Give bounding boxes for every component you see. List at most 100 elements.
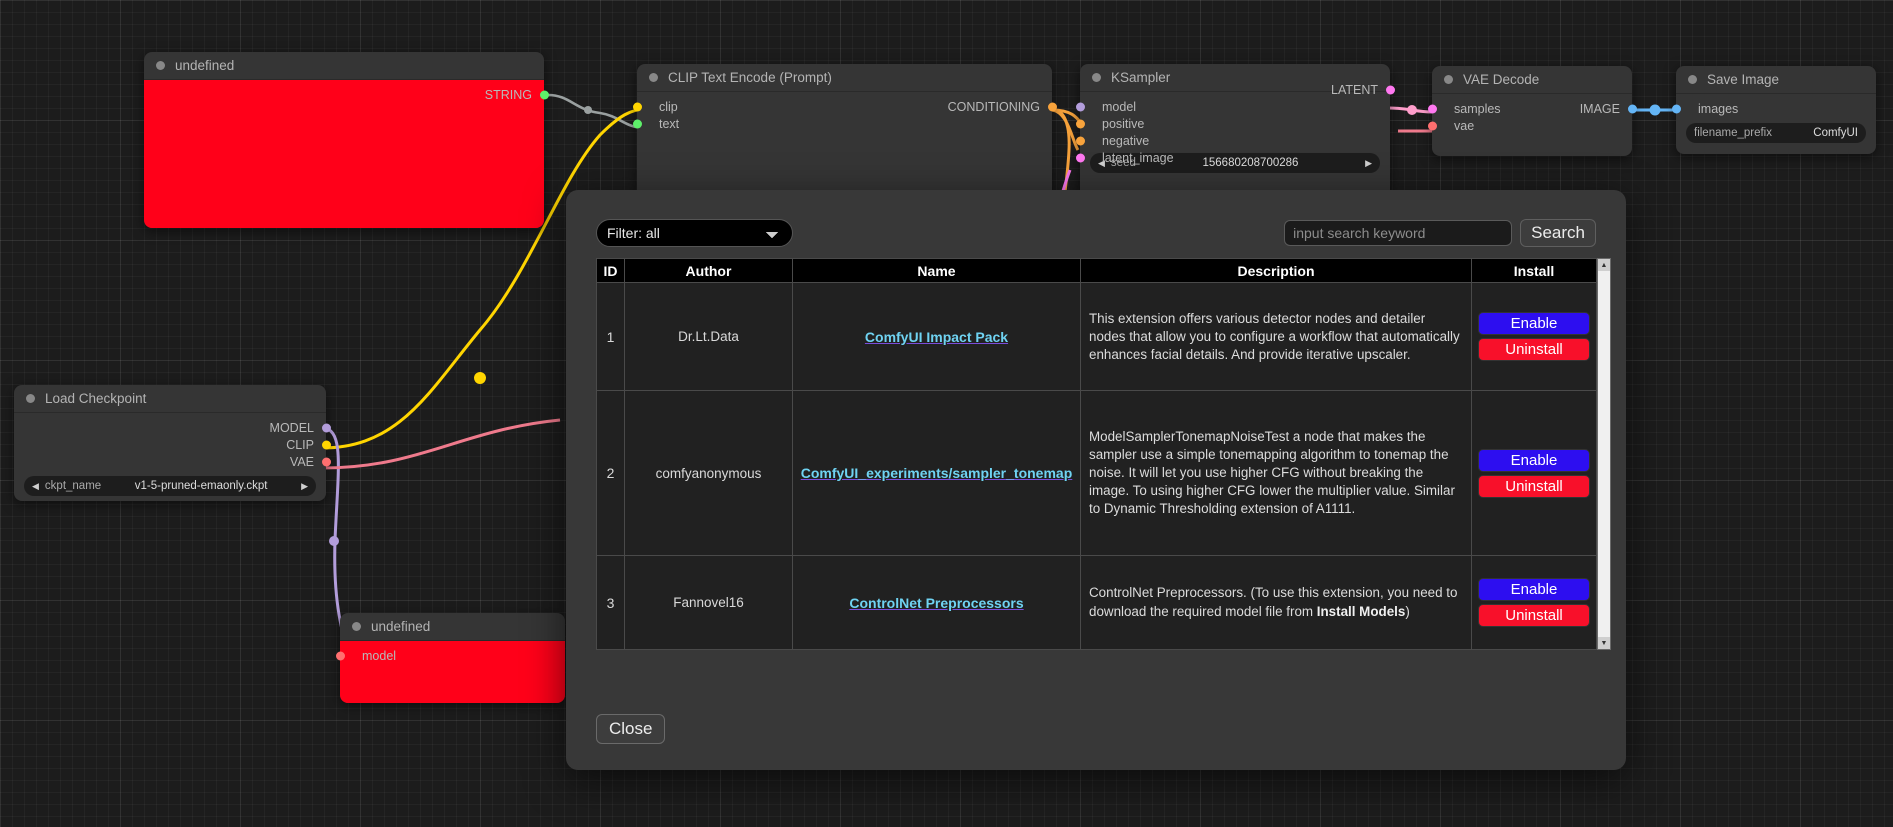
cell-author: Dr.Lt.Data (624, 281, 793, 392)
ckpt-prev-icon[interactable]: ◀ (32, 480, 39, 491)
input-port-text-icon[interactable] (632, 119, 642, 128)
ckpt-next-icon[interactable]: ▶ (301, 480, 308, 491)
node-title-bar[interactable]: undefined (144, 52, 544, 80)
node-output-row-latent[interactable]: LATENT (1080, 81, 1395, 98)
node-title-bar[interactable]: undefined (340, 613, 565, 641)
node-load-checkpoint[interactable]: Load Checkpoint MODEL CLIP VAE ◀ ckpt_na (14, 385, 331, 501)
node-collapse-icon[interactable] (1688, 75, 1697, 84)
input-label-vae: vae (1454, 118, 1475, 133)
widget-seed[interactable]: ◀ seed 156680208700286 ▶ (1090, 153, 1380, 173)
cell-description: ModelSamplerTonemapNoiseTest a node that… (1080, 390, 1472, 557)
node-output-row-vae[interactable]: VAE (14, 453, 331, 470)
widget-ckpt-name[interactable]: ◀ ckpt_name v1-5-pruned-emaonly.ckpt ▶ (24, 476, 316, 496)
node-input-row-positive[interactable]: positive (1075, 115, 1390, 132)
node-title-bar[interactable]: KSampler (1080, 64, 1390, 92)
extension-link[interactable]: ComfyUI Impact Pack (864, 328, 1009, 345)
scroll-down-icon[interactable]: ▼ (1598, 637, 1610, 649)
filter-select[interactable]: Filter: allFilter: installedFilter: not-… (596, 219, 793, 247)
node-output-row[interactable]: STRING (144, 86, 549, 103)
column-header-author: Author (624, 258, 793, 283)
output-port-clip-icon[interactable] (321, 440, 331, 449)
table-row: 3 Fannovel16 ControlNet Preprocessors Co… (596, 555, 1597, 650)
dialog-toolbar: Filter: allFilter: installedFilter: not-… (596, 216, 1596, 250)
input-port-model-icon[interactable] (1075, 102, 1085, 111)
node-output-row-clip[interactable]: CLIP (14, 436, 331, 453)
description-post: ) (1405, 603, 1410, 619)
enable-button[interactable]: Enable (1478, 578, 1590, 602)
node-undefined-model[interactable]: undefined model (335, 613, 565, 703)
output-port-model-icon[interactable] (321, 423, 331, 432)
input-port-latent-image-icon[interactable] (1075, 153, 1085, 162)
uninstall-button[interactable]: Uninstall (1478, 474, 1590, 498)
input-port-samples-icon[interactable] (1427, 104, 1437, 113)
input-port-images-icon[interactable] (1671, 104, 1681, 113)
node-collapse-icon[interactable] (156, 61, 165, 70)
node-title-text: VAE Decode (1463, 72, 1540, 87)
close-button[interactable]: Close (596, 714, 666, 744)
node-output-row-image[interactable]: IMAGE (1432, 100, 1637, 117)
enable-button[interactable]: Enable (1478, 448, 1590, 472)
search-input[interactable] (1284, 220, 1513, 246)
node-body: model positive negative latent_image LAT… (1075, 83, 1395, 222)
node-input-row-negative[interactable]: negative (1075, 132, 1390, 149)
node-collapse-icon[interactable] (352, 622, 361, 631)
node-input-row-model[interactable]: model (335, 647, 565, 664)
output-port-latent-icon[interactable] (1385, 85, 1395, 94)
node-title-text: CLIP Text Encode (Prompt) (668, 70, 832, 85)
node-title-text: Load Checkpoint (45, 391, 147, 406)
node-collapse-icon[interactable] (1444, 75, 1453, 84)
output-port-conditioning-icon[interactable] (1047, 102, 1057, 111)
input-port-model-icon[interactable] (335, 651, 345, 660)
description-pre: ControlNet Preprocessors. (To use this e… (1089, 585, 1458, 619)
node-undefined-string[interactable]: undefined STRING (144, 52, 549, 228)
widget-filename-prefix-label: filename_prefix (1694, 127, 1772, 139)
node-input-row-text[interactable]: text (632, 115, 1052, 132)
uninstall-button[interactable]: Uninstall (1478, 338, 1590, 362)
extension-link[interactable]: ComfyUI_experiments/sampler_tonemap (800, 465, 1073, 482)
output-port-image-icon[interactable] (1627, 104, 1637, 113)
extension-link[interactable]: ControlNet Preprocessors (849, 594, 1024, 611)
node-collapse-icon[interactable] (1092, 73, 1101, 82)
input-label-clip: clip (659, 99, 678, 114)
input-port-clip-icon[interactable] (632, 102, 642, 111)
input-port-vae-icon[interactable] (1427, 121, 1437, 130)
table-row: 1 Dr.Lt.Data ComfyUI Impact Pack This ex… (596, 281, 1597, 392)
table-header-row: ID Author Name Description Install (596, 258, 1597, 283)
node-output-row-model[interactable]: MODEL (14, 419, 331, 436)
node-collapse-icon[interactable] (26, 394, 35, 403)
input-port-negative-icon[interactable] (1075, 136, 1085, 145)
search-button[interactable]: Search (1520, 219, 1596, 247)
output-port-vae-icon[interactable] (321, 457, 331, 466)
cell-name: ControlNet Preprocessors (792, 555, 1081, 650)
seed-increment-icon[interactable]: ▶ (1365, 157, 1372, 168)
node-title-bar[interactable]: VAE Decode (1432, 66, 1632, 94)
node-input-row-samples[interactable]: samples (1427, 100, 1632, 117)
node-title-bar[interactable]: Save Image (1676, 66, 1876, 94)
scroll-track[interactable] (1598, 271, 1610, 637)
node-input-row-model[interactable]: model (1075, 98, 1390, 115)
cell-install: Enable Uninstall (1471, 281, 1597, 392)
output-port-string-icon[interactable] (539, 90, 549, 99)
scroll-up-icon[interactable]: ▲ (1598, 259, 1610, 271)
table-scrollbar[interactable]: ▲ ▼ (1597, 258, 1611, 650)
node-input-row-images[interactable]: images (1671, 100, 1876, 117)
node-collapse-icon[interactable] (649, 73, 658, 82)
seed-decrement-icon[interactable]: ◀ (1098, 157, 1105, 168)
cell-name: ComfyUI Impact Pack (792, 281, 1081, 392)
output-label-model: MODEL (269, 420, 314, 435)
node-vae-decode[interactable]: VAE Decode samples vae IMAGE (1427, 66, 1637, 156)
node-input-row-vae[interactable]: vae (1427, 117, 1632, 134)
node-title-bar[interactable]: CLIP Text Encode (Prompt) (637, 64, 1052, 92)
node-output-row-conditioning[interactable]: CONDITIONING (637, 98, 1057, 115)
node-input-row-latent-image[interactable]: latent_image (1075, 149, 1390, 166)
enable-button[interactable]: Enable (1478, 312, 1590, 336)
node-title-bar[interactable]: Load Checkpoint (14, 385, 326, 413)
widget-filename-prefix-value: ComfyUI (1813, 127, 1858, 139)
uninstall-button[interactable]: Uninstall (1478, 604, 1590, 628)
input-port-positive-icon[interactable] (1075, 119, 1085, 128)
node-save-image[interactable]: Save Image images filename_prefix ComfyU… (1671, 66, 1876, 154)
widget-filename-prefix[interactable]: filename_prefix ComfyUI (1686, 123, 1866, 143)
node-input-row-clip[interactable]: clip (632, 98, 1052, 115)
cell-description: ControlNet Preprocessors. (To use this e… (1080, 555, 1472, 650)
cell-description: This extension offers various detector n… (1080, 281, 1472, 392)
